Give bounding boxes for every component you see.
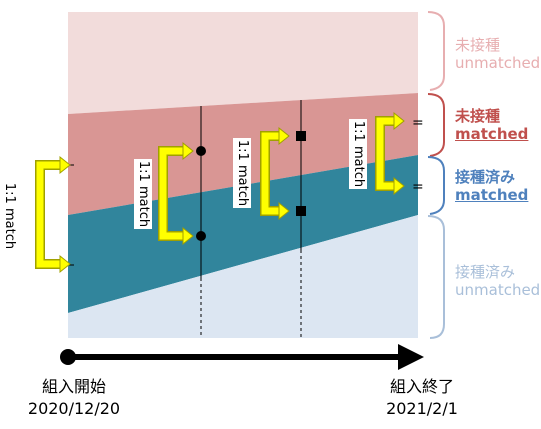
brace-unvaccinated-unmatched — [427, 11, 445, 91]
timeline-start: 組入開始 2020/12/20 — [14, 376, 134, 420]
timeline-start-label: 組入開始 — [41, 377, 106, 396]
group-label-vaccinated-unmatched: 接種済み unmatched — [455, 263, 540, 299]
group-vaccinated-unmatched-line1: 接種済み — [455, 263, 516, 281]
match-label-2: 1:1 match — [134, 159, 152, 229]
match-arrow-1 — [35, 155, 71, 274]
marker-square-top — [296, 131, 306, 141]
group-vaccinated-unmatched-line2: unmatched — [455, 281, 541, 299]
group-unvaccinated-unmatched-line1: 未接種 — [455, 36, 501, 54]
brace-unvaccinated-matched — [427, 93, 445, 157]
group-unvaccinated-matched-line1: 未接種 — [455, 107, 501, 125]
brace-vaccinated-matched — [427, 156, 445, 215]
match-arrow-2 — [158, 141, 194, 246]
timeline-end-date: 2021/2/1 — [386, 399, 458, 418]
match-arrow-4 — [375, 111, 405, 196]
marker-circle-top — [196, 146, 206, 156]
timeline-end: 組入終了 2021/2/1 — [362, 376, 482, 420]
group-unvaccinated-unmatched-line2: unmatched — [455, 54, 541, 72]
band-unvaccinated-unmatched — [68, 12, 418, 114]
group-label-vaccinated-matched: 接種済み matched — [455, 168, 528, 204]
marker-circle-bottom — [196, 231, 206, 241]
match-label-3: 1:1 match — [233, 138, 251, 208]
match-label-1: 1:1 match — [2, 182, 17, 250]
group-unvaccinated-matched-line2: matched — [455, 125, 529, 143]
timeline-start-date: 2020/12/20 — [27, 399, 121, 418]
match-arrow-3 — [260, 126, 290, 221]
band-vaccinated-unmatched — [68, 215, 418, 338]
group-vaccinated-matched-line2: matched — [455, 186, 529, 204]
timeline-end-label: 組入終了 — [389, 377, 454, 396]
timeline-arrow — [60, 344, 424, 370]
group-vaccinated-matched-line1: 接種済み — [455, 168, 516, 186]
band-vaccinated-matched — [68, 155, 418, 313]
group-label-unvaccinated-unmatched: 未接種 unmatched — [455, 36, 540, 72]
marker-square-bottom — [296, 206, 306, 216]
match-label-4: 1:1 match — [349, 119, 367, 189]
equals-sign-top: = — [412, 115, 424, 131]
brace-vaccinated-unmatched — [427, 215, 445, 339]
equals-sign-bottom: = — [412, 179, 424, 195]
group-label-unvaccinated-matched: 未接種 matched — [455, 107, 528, 143]
